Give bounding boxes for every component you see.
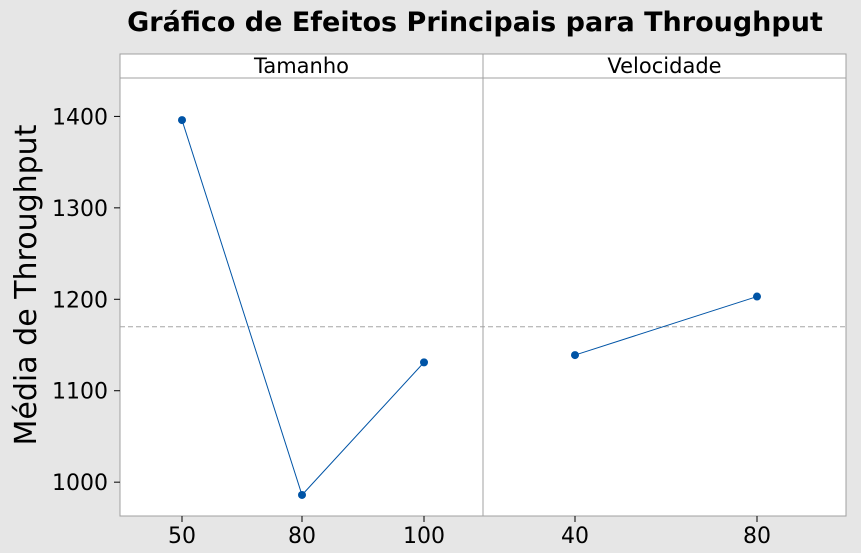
x-tick-label: 100	[403, 524, 445, 549]
data-point	[420, 358, 428, 367]
x-tick-label: 80	[743, 524, 771, 549]
y-tick-label: 1400	[52, 105, 108, 130]
data-point	[571, 351, 579, 360]
data-point	[178, 116, 186, 125]
y-tick-label: 1200	[52, 288, 108, 313]
y-tick-label: 1300	[52, 197, 108, 222]
panel-header-tamanho: Tamanho	[253, 54, 349, 78]
data-point	[298, 490, 306, 499]
panel-header-velocidade: Velocidade	[607, 54, 721, 78]
y-tick-label: 1100	[52, 380, 108, 405]
axes-layer: 1000 1100 1200 1300 1400 Tamanho 50 80 100 Veloci…	[52, 54, 846, 549]
x-tick-label: 80	[288, 524, 316, 549]
x-tick-label: 40	[561, 524, 589, 549]
y-axis-label: Média de Throughput	[9, 124, 44, 445]
series-layer	[178, 116, 761, 499]
series-line	[574, 296, 758, 356]
y-tick-label: 1000	[52, 471, 108, 496]
chart-title: Gráfico de Efeitos Principais para Throu…	[127, 7, 823, 38]
x-tick-label: 50	[168, 524, 196, 549]
data-point	[753, 292, 761, 301]
